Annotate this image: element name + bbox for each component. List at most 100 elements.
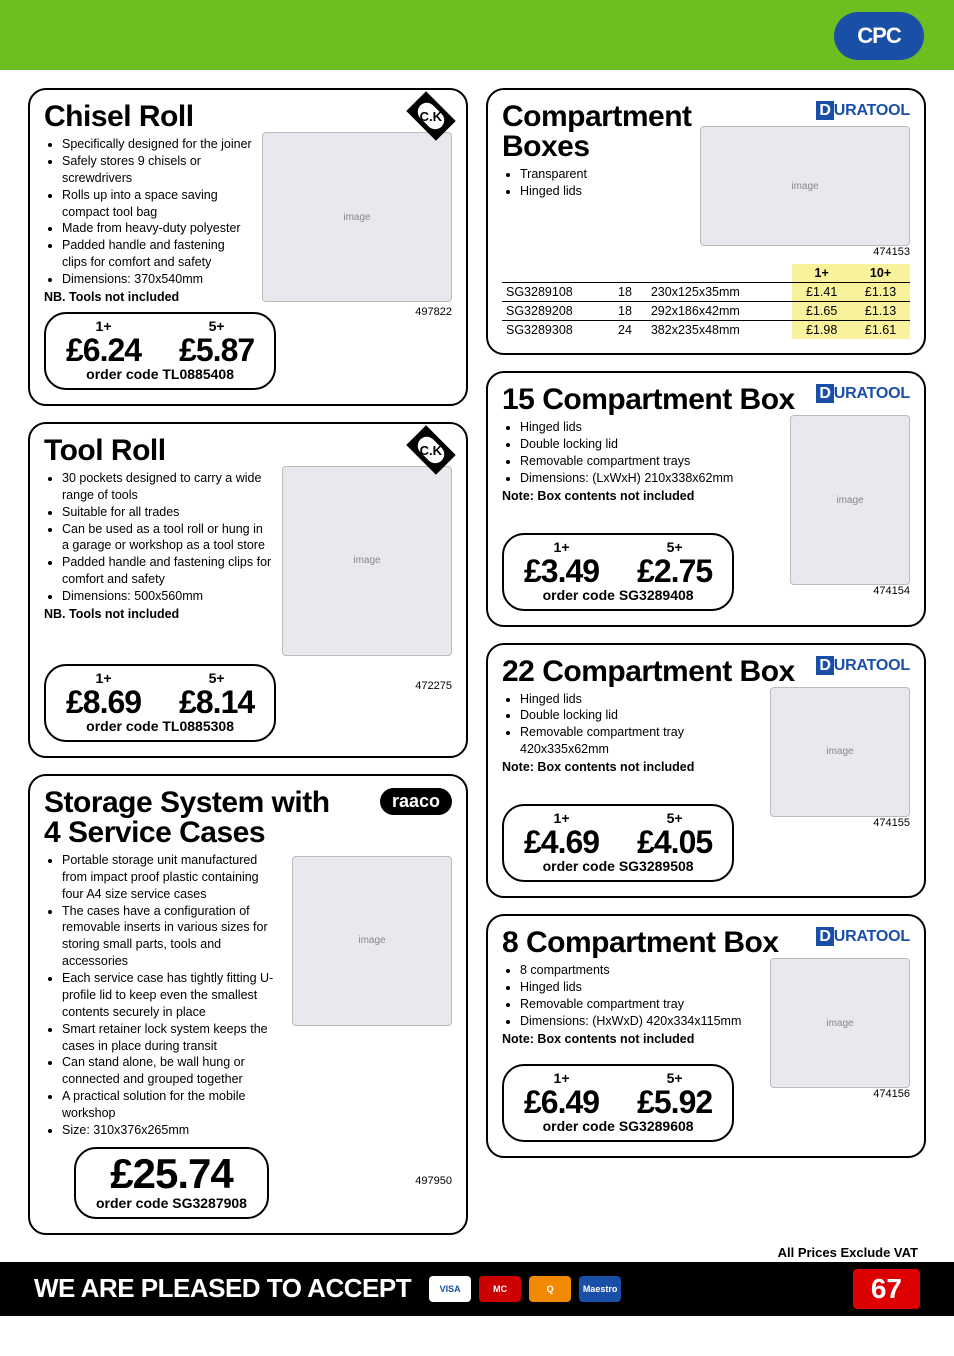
bullet: Removable compartment tray 420x335x62mm [520, 724, 760, 758]
payment-cards: VISA MC Q Maestro [429, 1276, 621, 1302]
product-note: Note: Box contents not included [502, 489, 780, 503]
product-chisel-roll: Chisel Roll C.K Specifically designed fo… [28, 88, 468, 406]
vat-note: All Prices Exclude VAT [0, 1241, 954, 1262]
table-header [647, 264, 792, 283]
price-pill: £25.74 order code SG3287908 [74, 1147, 269, 1219]
bullet: Rolls up into a space saving compact too… [62, 187, 252, 221]
bullet: Made from heavy-duty polyester [62, 220, 252, 237]
product-8-compartment: 8 Compartment Box DURATOOL 8 compartment… [486, 914, 926, 1158]
product-15-compartment: 15 Compartment Box DURATOOL Hinged lids … [486, 371, 926, 627]
page-header: CPC [0, 0, 954, 70]
image-ref: 474155 [770, 817, 910, 829]
price-pill: 1+£6.24 5+£5.87 order code TL0885408 [44, 312, 276, 390]
tier-price: £6.24 [66, 334, 141, 366]
page-number: 67 [853, 1269, 920, 1309]
bullet: Specifically designed for the joiner [62, 136, 252, 153]
product-note: Note: Box contents not included [502, 1032, 760, 1046]
bullet: Suitable for all trades [62, 504, 272, 521]
product-22-compartment: 22 Compartment Box DURATOOL Hinged lids … [486, 643, 926, 899]
left-column: Chisel Roll C.K Specifically designed fo… [28, 88, 468, 1235]
payment-card-icon: MC [479, 1276, 521, 1302]
product-title: Compartment Boxes [502, 102, 700, 162]
single-price: £25.74 [110, 1153, 232, 1195]
bullet: Dimensions: 370x540mm [62, 271, 252, 288]
product-image: image [292, 856, 452, 1026]
tier-price: £5.92 [637, 1086, 712, 1118]
bullet: Hinged lids [520, 183, 700, 200]
bullet: A practical solution for the mobile work… [62, 1088, 282, 1122]
order-code: order code SG3289408 [543, 587, 694, 603]
bullet: Dimensions: (HxWxD) 420x334x115mm [520, 1013, 760, 1030]
tier-price: £4.69 [524, 826, 599, 858]
bullet: 8 compartments [520, 962, 760, 979]
product-title: 15 Compartment Box [502, 385, 795, 415]
bullet-list: Specifically designed for the joiner Saf… [44, 136, 252, 288]
order-code: order code TL0885408 [86, 366, 234, 382]
bullet-list: Hinged lids Double locking lid Removable… [502, 691, 760, 759]
page-body: Chisel Roll C.K Specifically designed fo… [0, 70, 954, 1241]
table-header [502, 264, 614, 283]
bullet-list: Portable storage unit manufactured from … [44, 852, 282, 1139]
bullet: Can stand alone, be wall hung or connect… [62, 1054, 282, 1088]
header-logo: CPC [834, 12, 924, 60]
bullet-list: Hinged lids Double locking lid Removable… [502, 419, 780, 487]
price-pill: 1+£8.69 5+£8.14 order code TL0885308 [44, 664, 276, 742]
bullet: Size: 310x376x265mm [62, 1122, 282, 1139]
bullet: Double locking lid [520, 707, 760, 724]
price-pill: 1+£6.49 5+£5.92 order code SG3289608 [502, 1064, 734, 1142]
product-storage-system: Storage System with 4 Service Cases raac… [28, 774, 468, 1235]
product-image: image [700, 126, 910, 246]
tier-price: £5.87 [179, 334, 254, 366]
product-title: 22 Compartment Box [502, 657, 795, 687]
order-code: order code SG3287908 [96, 1195, 247, 1211]
bullet: Double locking lid [520, 436, 780, 453]
brand-duratool-logo: DURATOOL [816, 928, 910, 946]
table-header: 1+ [792, 264, 851, 283]
product-note: Note: Box contents not included [502, 760, 760, 774]
order-code: order code SG3289608 [543, 1118, 694, 1134]
image-ref: 474153 [700, 246, 910, 258]
product-image: image [262, 132, 452, 302]
bullet-list: 30 pockets designed to carry a wide rang… [44, 470, 272, 605]
right-column: Compartment Boxes Transparent Hinged lid… [486, 88, 926, 1235]
bullet: Dimensions: 500x560mm [62, 588, 272, 605]
bullet: Padded handle and fastening clips for co… [62, 237, 252, 271]
product-title: Chisel Roll [44, 102, 194, 132]
tier-price: £8.69 [66, 686, 141, 718]
product-note: NB. Tools not included [44, 607, 272, 621]
tier-price: £4.05 [637, 826, 712, 858]
bullet: Hinged lids [520, 691, 760, 708]
bullet-list: 8 compartments Hinged lids Removable com… [502, 962, 760, 1030]
tier-price: £2.75 [637, 555, 712, 587]
footer-accept-text: WE ARE PLEASED TO ACCEPT [34, 1273, 411, 1304]
product-title: Tool Roll [44, 436, 166, 466]
bullet: Transparent [520, 166, 700, 183]
payment-card-icon: Maestro [579, 1276, 621, 1302]
bullet: Can be used as a tool roll or hung in a … [62, 521, 272, 555]
table-row: SG328910818230x125x35mm£1.41£1.13 [502, 283, 910, 302]
image-ref: 497950 [415, 1175, 452, 1187]
price-table: 1+ 10+ SG328910818230x125x35mm£1.41£1.13… [502, 264, 910, 339]
brand-duratool-logo: DURATOOL [816, 657, 910, 675]
order-code: order code SG3289508 [543, 858, 694, 874]
table-header: 10+ [851, 264, 910, 283]
bullet: Hinged lids [520, 419, 780, 436]
product-image: image [790, 415, 910, 585]
bullet: Portable storage unit manufactured from … [62, 852, 282, 903]
bullet: Each service case has tightly fitting U-… [62, 970, 282, 1021]
brand-duratool-logo: DURATOOL [816, 385, 910, 403]
tier-price: £6.49 [524, 1086, 599, 1118]
product-title: 8 Compartment Box [502, 928, 779, 958]
bullet: Hinged lids [520, 979, 760, 996]
brand-duratool-logo: DURATOOL [816, 102, 910, 120]
product-image: image [282, 466, 452, 656]
tier-price: £8.14 [179, 686, 254, 718]
bullet: Dimensions: (LxWxH) 210x338x62mm [520, 470, 780, 487]
payment-card-icon: Q [529, 1276, 571, 1302]
bullet: Removable compartment trays [520, 453, 780, 470]
table-row: SG328920818292x186x42mm£1.65£1.13 [502, 302, 910, 321]
image-ref: 474154 [790, 585, 910, 597]
price-pill: 1+£4.69 5+£4.05 order code SG3289508 [502, 804, 734, 882]
bullet: Safely stores 9 chisels or screwdrivers [62, 153, 252, 187]
order-code: order code TL0885308 [86, 718, 234, 734]
